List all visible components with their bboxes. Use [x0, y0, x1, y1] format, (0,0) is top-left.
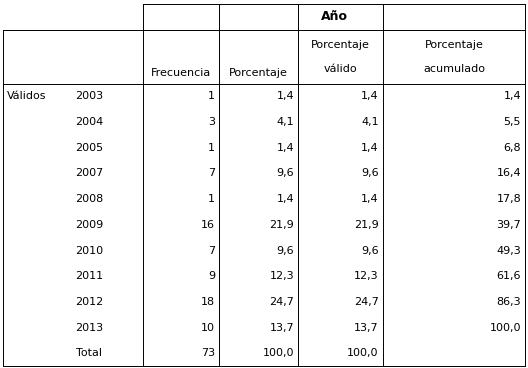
- Text: 2010: 2010: [76, 245, 103, 255]
- Text: 1,4: 1,4: [504, 91, 521, 101]
- Text: 9,6: 9,6: [361, 245, 379, 255]
- Text: 1,4: 1,4: [277, 143, 294, 153]
- Text: 100,0: 100,0: [347, 348, 379, 358]
- Text: 13,7: 13,7: [354, 323, 379, 333]
- Text: 1,4: 1,4: [361, 143, 379, 153]
- Text: 2004: 2004: [76, 117, 104, 127]
- Text: 1,4: 1,4: [361, 91, 379, 101]
- Text: 13,7: 13,7: [269, 323, 294, 333]
- Text: 24,7: 24,7: [269, 297, 294, 307]
- Text: 21,9: 21,9: [354, 220, 379, 230]
- Text: 100,0: 100,0: [262, 348, 294, 358]
- Text: 9,6: 9,6: [277, 169, 294, 178]
- Text: 16,4: 16,4: [496, 169, 521, 178]
- Text: acumulado: acumulado: [423, 64, 485, 74]
- Text: 24,7: 24,7: [354, 297, 379, 307]
- Text: 1: 1: [208, 91, 215, 101]
- Text: 39,7: 39,7: [496, 220, 521, 230]
- Text: 100,0: 100,0: [489, 323, 521, 333]
- Text: 61,6: 61,6: [497, 271, 521, 281]
- Text: Porcentaje: Porcentaje: [311, 40, 370, 50]
- Text: 7: 7: [208, 245, 215, 255]
- Text: 2011: 2011: [76, 271, 103, 281]
- Text: 4,1: 4,1: [277, 117, 294, 127]
- Text: 73: 73: [201, 348, 215, 358]
- Text: 1,4: 1,4: [361, 194, 379, 204]
- Text: 12,3: 12,3: [354, 271, 379, 281]
- Text: 49,3: 49,3: [496, 245, 521, 255]
- Text: 7: 7: [208, 169, 215, 178]
- Text: 12,3: 12,3: [269, 271, 294, 281]
- Text: 86,3: 86,3: [496, 297, 521, 307]
- Text: 9,6: 9,6: [361, 169, 379, 178]
- Text: 1,4: 1,4: [277, 194, 294, 204]
- Text: 9: 9: [208, 271, 215, 281]
- Text: 2003: 2003: [76, 91, 103, 101]
- Text: 2009: 2009: [76, 220, 104, 230]
- Text: 2007: 2007: [76, 169, 104, 178]
- Text: válido: válido: [324, 64, 357, 74]
- Text: 2008: 2008: [76, 194, 104, 204]
- Text: 18: 18: [201, 297, 215, 307]
- Text: 9,6: 9,6: [277, 245, 294, 255]
- Text: Total: Total: [76, 348, 101, 358]
- Text: 4,1: 4,1: [361, 117, 379, 127]
- Text: 5,5: 5,5: [504, 117, 521, 127]
- Text: Año: Año: [320, 10, 347, 24]
- Text: 1: 1: [208, 194, 215, 204]
- Text: 16: 16: [201, 220, 215, 230]
- Text: 2013: 2013: [76, 323, 103, 333]
- Text: 6,8: 6,8: [504, 143, 521, 153]
- Text: 17,8: 17,8: [496, 194, 521, 204]
- Text: 2012: 2012: [76, 297, 104, 307]
- Text: 10: 10: [201, 323, 215, 333]
- Text: 21,9: 21,9: [269, 220, 294, 230]
- Text: 1: 1: [208, 143, 215, 153]
- Text: 1,4: 1,4: [277, 91, 294, 101]
- Text: 3: 3: [208, 117, 215, 127]
- Text: Porcentaje: Porcentaje: [425, 40, 484, 50]
- Text: Porcentaje: Porcentaje: [229, 68, 288, 78]
- Text: 2005: 2005: [76, 143, 103, 153]
- Text: Frecuencia: Frecuencia: [150, 68, 211, 78]
- Text: Válidos: Válidos: [7, 91, 46, 101]
